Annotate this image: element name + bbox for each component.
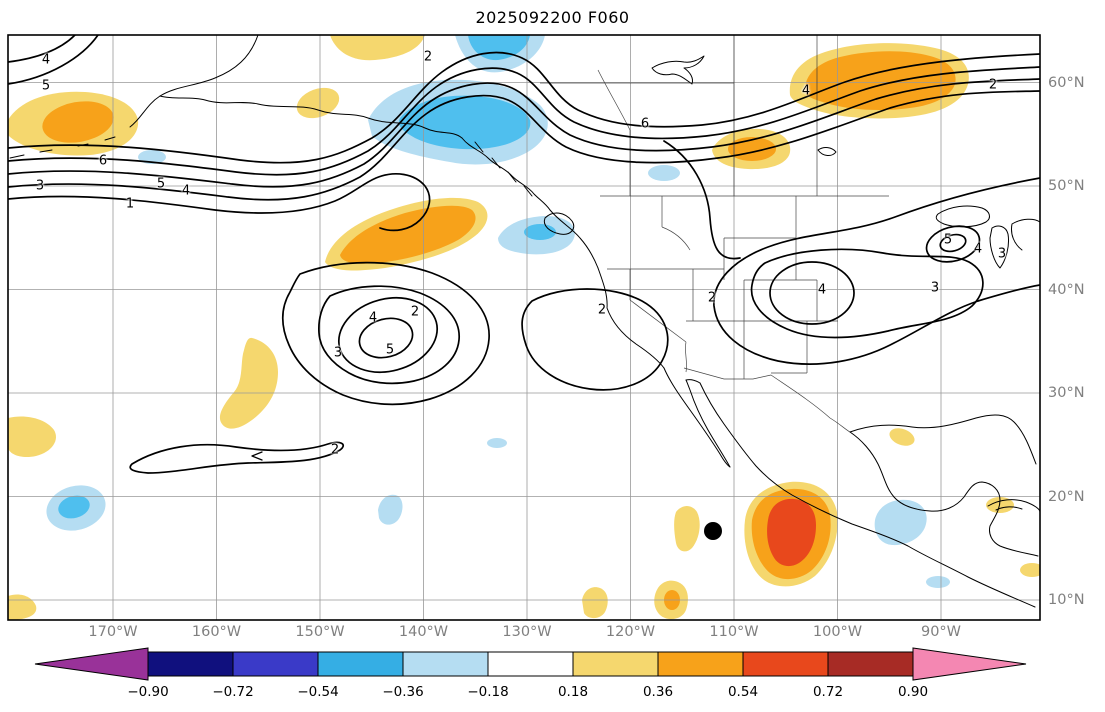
colorbar-tick-label: −0.72 [212,684,253,700]
x-axis-tick-label: 130°W [502,624,552,640]
contour-level-label: 3 [997,246,1007,262]
colorbar-tick-label: 0.72 [813,684,843,700]
chart-title: 2025092200 F060 [475,8,630,27]
contour-level-label: 5 [156,176,166,192]
gridlines-layer [8,35,1040,620]
colorbar-tick-label: −0.54 [297,684,338,700]
colorbar: −0.90 −0.72 −0.54 −0.36 −0.18 0.18 0.36 0.54 0.7… [34,647,1027,700]
contour-level-label: 4 [368,310,378,326]
colorbar-left-arrow [34,647,149,681]
colorbar-tick-label: 0.54 [728,684,758,700]
contour-level-label: 3 [930,280,940,296]
contour-level-label: 2 [410,304,420,320]
colorbar-segment [317,651,404,677]
contour-lines-layer [8,35,1040,474]
contour-level-label: 3 [35,178,45,194]
state-borders-layer [540,35,889,433]
colorbar-segment [742,651,829,677]
y-axis-tick-label: 60°N [1048,74,1085,91]
point-marker-dot [704,522,722,540]
colorbar-tick-label: −0.90 [127,684,168,700]
colorbar-tick-label: −0.18 [467,684,508,700]
contour-level-label: 2 [330,442,340,458]
colorbar-segment [827,651,914,677]
contour-level-label: 6 [98,153,108,169]
x-axis-tick-label: 110°W [709,624,759,640]
contour-level-label: 2 [988,77,998,93]
colorbar-tick-label: −0.36 [382,684,423,700]
colorbar-segment [402,651,489,677]
colorbar-segment [232,651,319,677]
map-frame [7,34,1041,621]
y-axis-tick-label: 30°N [1048,385,1085,401]
contour-level-label: 4 [41,52,51,68]
y-axis-tick-label: 20°N [1048,488,1085,505]
contour-level-label: 5 [385,342,395,358]
colorbar-segment [657,651,744,677]
x-axis-tick-label: 90°W [920,624,962,640]
colorbar-tick-label: 0.36 [643,684,673,700]
coastline-layer [9,35,1040,608]
y-axis-tick-label: 40°N [1048,281,1085,298]
y-axis-tick-label: 50°N [1048,178,1085,194]
x-axis-tick-label: 140°W [398,624,449,640]
contour-level-label: 2 [597,302,607,318]
contour-level-label: 2 [707,290,717,306]
x-axis-tick-label: 160°W [191,624,242,640]
contour-level-label: 2 [423,49,433,65]
colorbar-tick-label: 0.90 [898,684,928,700]
x-axis-tick-label: 150°W [295,624,345,640]
contour-level-label: 3 [333,345,343,361]
contour-level-label: 4 [817,282,827,298]
shading-layer [8,35,1040,620]
contour-level-label: 4 [181,183,191,199]
x-axis-tick-label: 100°W [812,624,863,640]
colorbar-tick-label: 0.18 [558,684,588,700]
x-axis-tick-label: 170°W [88,624,138,640]
contour-level-label: 4 [801,83,811,99]
contour-level-label: 4 [973,241,983,257]
colorbar-segment [147,651,234,677]
y-axis-tick-label: 10°N [1048,592,1085,608]
contour-level-label: 6 [640,116,650,132]
contour-level-label: 5 [943,232,953,248]
colorbar-segment [572,651,659,677]
x-axis-tick-label: 120°W [605,624,656,640]
contour-level-label: 5 [41,78,51,94]
colorbar-right-arrow [912,647,1027,681]
colorbar-segment [487,651,574,677]
contour-level-label: 1 [125,196,135,212]
